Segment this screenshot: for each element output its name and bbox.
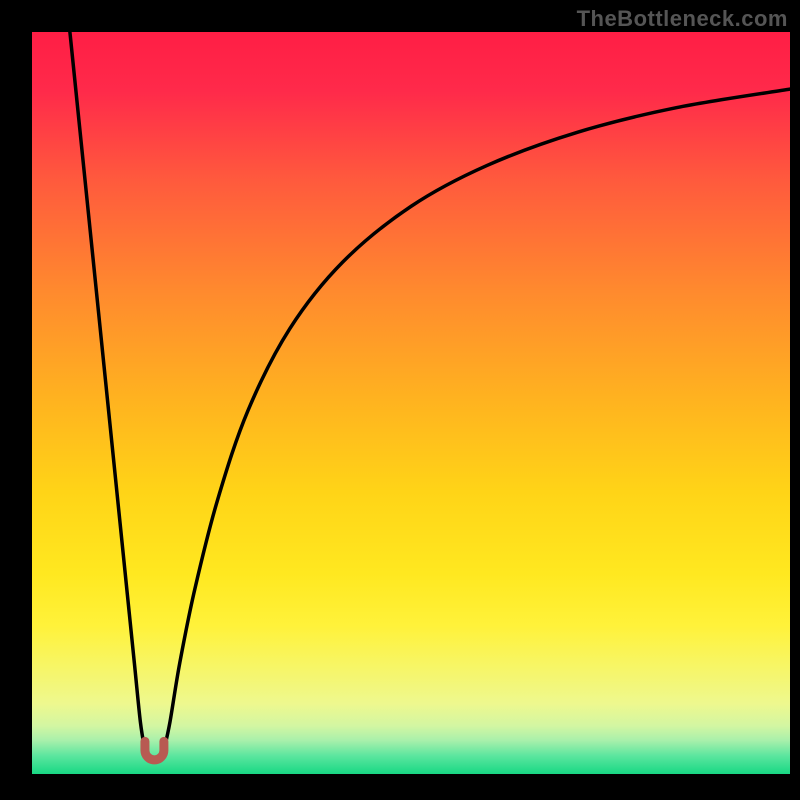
gradient-background	[32, 32, 790, 774]
watermark-text: TheBottleneck.com	[577, 6, 788, 32]
chart-canvas	[32, 32, 790, 774]
chart-root: { "watermark": { "text": "TheBottleneck.…	[0, 0, 800, 800]
